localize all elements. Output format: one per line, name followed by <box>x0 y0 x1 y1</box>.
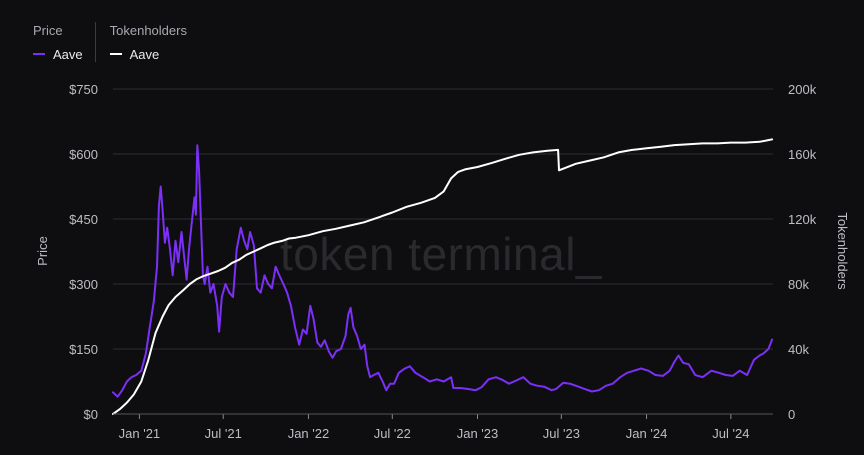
y-right-tick-label: 120k <box>788 212 817 227</box>
chart-legend: Price Aave Tokenholders Aave <box>33 22 187 62</box>
tokenholders-legend-title: Tokenholders <box>109 23 187 38</box>
x-tick-label: Jan '22 <box>288 426 330 441</box>
x-tick-label: Jul '23 <box>543 426 580 441</box>
price-legend-item[interactable]: Aave <box>33 46 83 62</box>
x-tick-label: Jul '21 <box>205 426 242 441</box>
series-layer <box>112 138 774 415</box>
y-left-tick-label: $600 <box>69 147 98 162</box>
y-left-tick-label: $0 <box>84 407 98 422</box>
y-left-tick-label: $450 <box>69 212 98 227</box>
x-tick-label: Jul '22 <box>374 426 411 441</box>
tick-labels: $0 $150 $300 $450 $600 $750 0 40k 80k 120k 160k 200… <box>69 82 817 441</box>
y-left-tick-label: $150 <box>69 342 98 357</box>
price-legend-label: Aave <box>53 46 83 62</box>
tokenholders-legend-label: Aave <box>129 46 160 62</box>
y-left-axis-label: Price <box>35 236 50 266</box>
price-legend-title: Price <box>33 23 63 38</box>
tokenholders-legend-item[interactable]: Aave <box>109 46 187 62</box>
y-left-tick-label: $300 <box>69 277 98 292</box>
y-right-tick-label: 200k <box>788 82 817 97</box>
y-left-tick-label: $750 <box>69 82 98 97</box>
x-tick-label: Jul '24 <box>712 426 749 441</box>
y-right-tick-label: 80k <box>788 277 809 292</box>
y-right-tick-label: 40k <box>788 342 809 357</box>
x-tick-label: Jan '21 <box>119 426 161 441</box>
y-right-axis-label: Tokenholders <box>835 212 850 290</box>
watermark: token terminal_ <box>280 228 603 280</box>
y-right-tick-label: 160k <box>788 147 817 162</box>
tokenholders-legend-group: Tokenholders Aave <box>94 22 187 62</box>
price-legend-group: Price Aave <box>33 22 83 62</box>
price-series-line[interactable] <box>112 144 774 398</box>
price-legend-swatch <box>33 53 45 55</box>
tokenholders-series-line[interactable] <box>112 138 774 415</box>
tokenholders-legend-swatch <box>109 53 122 55</box>
y-right-tick-label: 0 <box>788 407 795 422</box>
x-tick-label: Jan '23 <box>457 426 499 441</box>
x-tick-label: Jan '24 <box>626 426 668 441</box>
